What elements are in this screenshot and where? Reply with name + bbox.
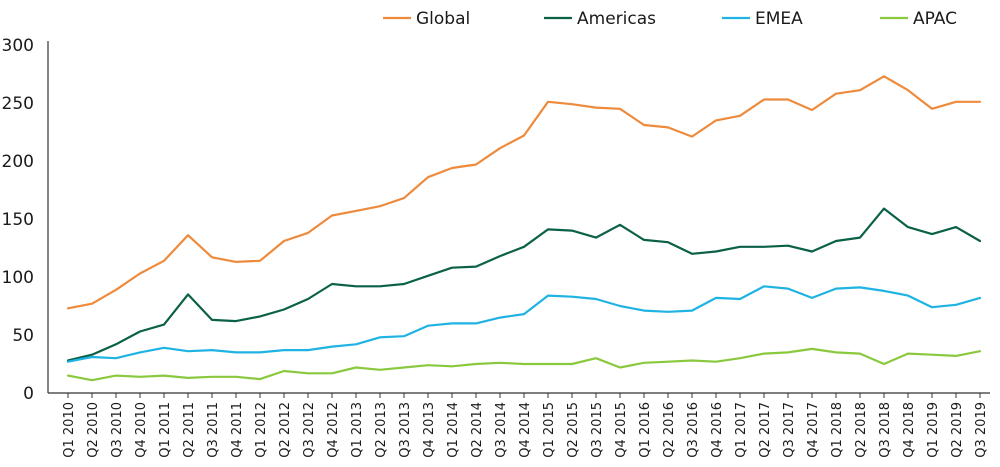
x-tick-label: Q3 2013 bbox=[398, 402, 413, 458]
y-tick-label: 0 bbox=[23, 384, 34, 404]
x-tick-label: Q4 2010 bbox=[134, 402, 149, 458]
plot-area bbox=[66, 75, 982, 382]
x-tick-label: Q2 2015 bbox=[566, 402, 581, 458]
x-tick-label: Q1 2018 bbox=[830, 402, 845, 458]
x-tick-label: Q2 2013 bbox=[374, 402, 389, 458]
x-tick-label: Q3 2019 bbox=[974, 402, 989, 458]
x-tick-label: Q2 2011 bbox=[182, 402, 197, 458]
x-tick-label: Q2 2017 bbox=[758, 402, 773, 458]
legend: Global Americas EMEA APAC bbox=[383, 9, 957, 29]
legend-label: APAC bbox=[913, 9, 957, 29]
x-axis: Q1 2010 Q2 2010 Q3 2010 Q4 2010 Q1 2011 Q2 20… bbox=[48, 392, 990, 458]
legend-item-global: Global bbox=[383, 9, 470, 29]
x-tick-label: Q3 2016 bbox=[686, 402, 701, 458]
x-tick-label: Q1 2016 bbox=[638, 402, 653, 458]
x-tick-label: Q4 2013 bbox=[422, 402, 437, 458]
legend-label: Global bbox=[416, 9, 470, 29]
y-tick-label: 200 bbox=[2, 152, 34, 172]
x-tick-label: Q4 2011 bbox=[230, 402, 245, 458]
x-tick-label: Q3 2015 bbox=[590, 402, 605, 458]
x-tick-label: Q4 2017 bbox=[806, 402, 821, 458]
y-tick-label: 150 bbox=[2, 210, 34, 230]
y-tick-label: 300 bbox=[2, 36, 34, 56]
legend-item-emea: EMEA bbox=[722, 9, 803, 29]
legend-label: EMEA bbox=[755, 9, 803, 29]
series-line-global bbox=[66, 75, 982, 310]
x-tick-label: Q3 2017 bbox=[782, 402, 797, 458]
legend-item-apac: APAC bbox=[880, 9, 957, 29]
x-tick-label: Q2 2016 bbox=[662, 402, 677, 458]
x-tick-label: Q1 2010 bbox=[62, 402, 77, 458]
x-tick-label: Q2 2018 bbox=[854, 402, 869, 458]
x-tick-label: Q3 2010 bbox=[110, 402, 125, 458]
x-tick-label: Q1 2019 bbox=[926, 402, 941, 458]
x-tick-label: Q2 2014 bbox=[470, 402, 485, 458]
x-tick-label: Q2 2010 bbox=[86, 402, 101, 458]
x-tick-label: Q2 2012 bbox=[278, 402, 293, 458]
y-axis: 0 50 100 150 200 250 300 bbox=[2, 36, 49, 404]
x-tick-label: Q1 2014 bbox=[446, 402, 461, 458]
x-tick-label: Q1 2015 bbox=[542, 402, 557, 458]
x-tick-label: Q1 2017 bbox=[734, 402, 749, 458]
x-tick-label: Q3 2018 bbox=[878, 402, 893, 458]
legend-item-americas: Americas bbox=[544, 9, 656, 29]
y-tick-label: 250 bbox=[2, 94, 34, 114]
x-tick-label: Q4 2015 bbox=[614, 402, 629, 458]
y-tick-label: 50 bbox=[12, 326, 34, 346]
series-line-americas bbox=[66, 207, 982, 362]
x-tick-label: Q3 2014 bbox=[494, 402, 509, 458]
x-tick-label: Q4 2014 bbox=[518, 402, 533, 458]
x-tick-label: Q1 2012 bbox=[254, 402, 269, 458]
x-tick-label: Q3 2012 bbox=[302, 402, 317, 458]
x-tick-label: Q4 2016 bbox=[710, 402, 725, 458]
legend-label: Americas bbox=[577, 9, 656, 29]
series-line-apac bbox=[66, 347, 982, 382]
y-tick-label: 100 bbox=[2, 268, 34, 288]
x-tick-label: Q3 2011 bbox=[206, 402, 221, 458]
x-tick-label: Q4 2018 bbox=[902, 402, 917, 458]
series-line-emea bbox=[66, 285, 982, 363]
x-tick-label: Q1 2011 bbox=[158, 402, 173, 458]
x-tick-label: Q4 2012 bbox=[326, 402, 341, 458]
x-tick-label: Q1 2013 bbox=[350, 402, 365, 458]
x-tick-label: Q2 2019 bbox=[950, 402, 965, 458]
